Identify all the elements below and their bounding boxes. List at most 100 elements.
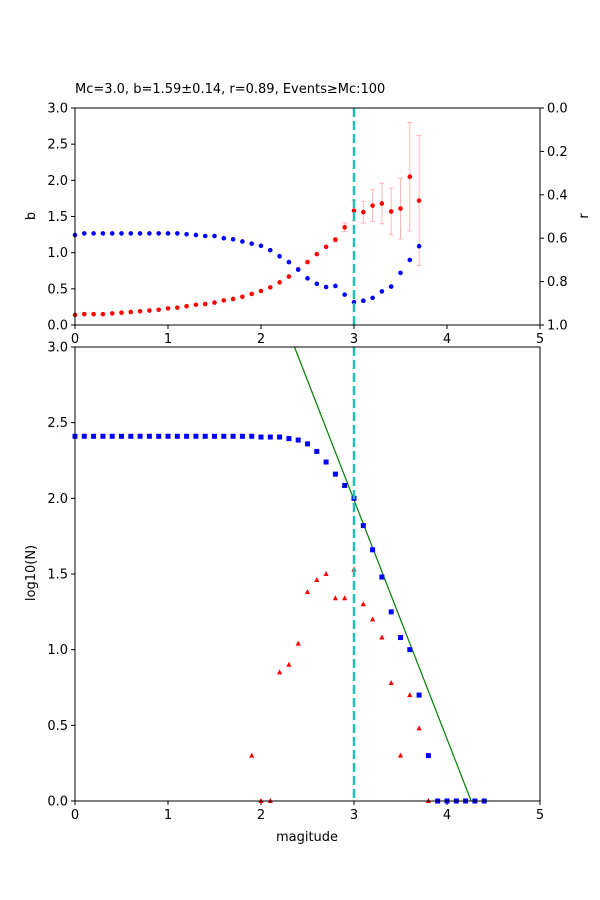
b-value-point <box>342 225 348 230</box>
b-value-point <box>230 296 236 302</box>
r-value-point <box>258 243 264 249</box>
cumulative-count-point <box>379 574 385 580</box>
cumulative-count-point <box>342 482 348 488</box>
cumulative-count-point <box>267 434 273 440</box>
r-value-point <box>240 239 245 244</box>
incremental-count-point <box>314 577 320 583</box>
r-value-point <box>379 289 385 294</box>
r-value-point <box>91 231 96 236</box>
bottom-ylabel: log10(N) <box>24 545 39 601</box>
y-tick-label: 1.0 <box>47 643 68 658</box>
b-value-point <box>388 209 394 214</box>
r-value-point <box>305 276 310 281</box>
x-tick-label: 4 <box>443 808 451 823</box>
incremental-count-point <box>388 679 394 685</box>
b-value-point <box>184 303 189 309</box>
cumulative-count-point <box>388 609 394 615</box>
cumulative-count-point <box>295 437 301 443</box>
incremental-count-point <box>323 571 329 576</box>
r-value-point <box>268 247 273 253</box>
b-value-point <box>323 244 329 250</box>
x-tick-label: 2 <box>257 808 265 823</box>
r-value-point <box>137 231 143 236</box>
cumulative-count-point <box>100 433 106 439</box>
b-value-point <box>156 307 161 313</box>
cumulative-count-point <box>239 433 245 439</box>
r-value-point <box>128 231 134 236</box>
b-value-point <box>277 280 282 285</box>
bottom-axes-frame <box>74 346 541 802</box>
r-value-point <box>370 295 375 301</box>
b-value-point <box>202 301 208 307</box>
x-tick-label: 5 <box>536 808 544 823</box>
top-plot-area: 0 1 2 3 4 5 0.0 0.5 1.0 1.5 2.0 2.5 3.0 0.0 0.2 0.4 0.6 0… <box>47 102 567 348</box>
cumulative-count-point <box>230 433 236 439</box>
cumulative-count-point <box>360 523 366 529</box>
r-value-point <box>156 231 161 236</box>
b-value-point <box>416 198 422 203</box>
r-value-point <box>314 281 320 287</box>
incremental-count-point <box>342 595 348 601</box>
y-tick-label: 2.5 <box>47 416 68 431</box>
cumulative-count-point <box>193 433 199 439</box>
y-tick-label: 2.0 <box>47 492 68 507</box>
r-value-point <box>230 236 236 242</box>
incremental-count-point <box>295 640 301 646</box>
y-tick-label-right: 0.4 <box>547 188 568 203</box>
incremental-count-point <box>370 616 376 622</box>
incremental-count-point <box>360 601 366 607</box>
cumulative-count-point <box>128 433 134 439</box>
cumulative-count-point <box>249 433 255 439</box>
cumulative-count-point <box>119 433 124 439</box>
r-value-point <box>286 259 292 265</box>
b-value-point <box>91 311 96 317</box>
incremental-count-point <box>249 752 255 758</box>
r-value-point <box>202 233 208 239</box>
r-value-point <box>388 284 394 289</box>
x-tick-label: 1 <box>164 332 172 347</box>
y-tick-label-left: 2.0 <box>47 174 68 189</box>
incremental-count-point <box>416 725 422 731</box>
b-value-point <box>258 288 264 294</box>
b-value-point <box>175 305 180 310</box>
y-tick-label-left: 1.5 <box>47 210 68 225</box>
x-tick-label: 4 <box>443 332 451 347</box>
incremental-count-point <box>304 589 311 595</box>
b-value-point <box>212 300 217 305</box>
cumulative-count-point <box>202 433 208 439</box>
bottom-plot-area: 0 1 2 3 4 5 0.0 0.5 1.0 1.5 2.0 2.5 3.0 <box>47 341 544 824</box>
r-value-point <box>82 231 87 236</box>
cumulative-count-point <box>416 692 422 698</box>
r-value-point <box>165 231 171 236</box>
b-value-point <box>407 174 413 180</box>
b-value-point <box>351 208 357 214</box>
y-tick-label-right: 0.6 <box>547 232 568 247</box>
y-tick-label: 0.5 <box>47 719 68 734</box>
cumulative-count-point <box>398 635 403 641</box>
r-value-point <box>175 231 180 236</box>
y-tick-label-left: 0.5 <box>47 282 68 297</box>
r-value-point <box>119 231 124 236</box>
cumulative-count-point <box>174 433 180 439</box>
top-chart-title: Mc=3.0, b=1.59±0.14, r=0.89, Events≥Mc:1… <box>75 82 385 97</box>
r-value-point <box>212 233 217 239</box>
b-value-point <box>109 311 115 316</box>
x-tick-label: 2 <box>257 332 265 347</box>
y-tick-label-left: 1.0 <box>47 246 68 261</box>
cumulative-count-point <box>370 547 376 553</box>
b-value-point <box>119 310 124 316</box>
r-value-point <box>109 231 115 236</box>
b-value-point <box>240 294 245 300</box>
cumulative-count-point <box>165 433 171 439</box>
x-tick-label: 1 <box>164 808 172 823</box>
cumulative-count-point <box>323 459 329 465</box>
r-value-point <box>100 231 106 236</box>
b-value-point <box>165 306 171 311</box>
cumulative-count-point <box>81 433 87 439</box>
cumulative-count-point <box>91 433 97 439</box>
cumulative-count-point <box>146 433 152 439</box>
y-tick-label-right: 0.0 <box>547 102 568 117</box>
cumulative-count-point <box>286 436 292 442</box>
cumulative-count-point <box>314 448 320 454</box>
